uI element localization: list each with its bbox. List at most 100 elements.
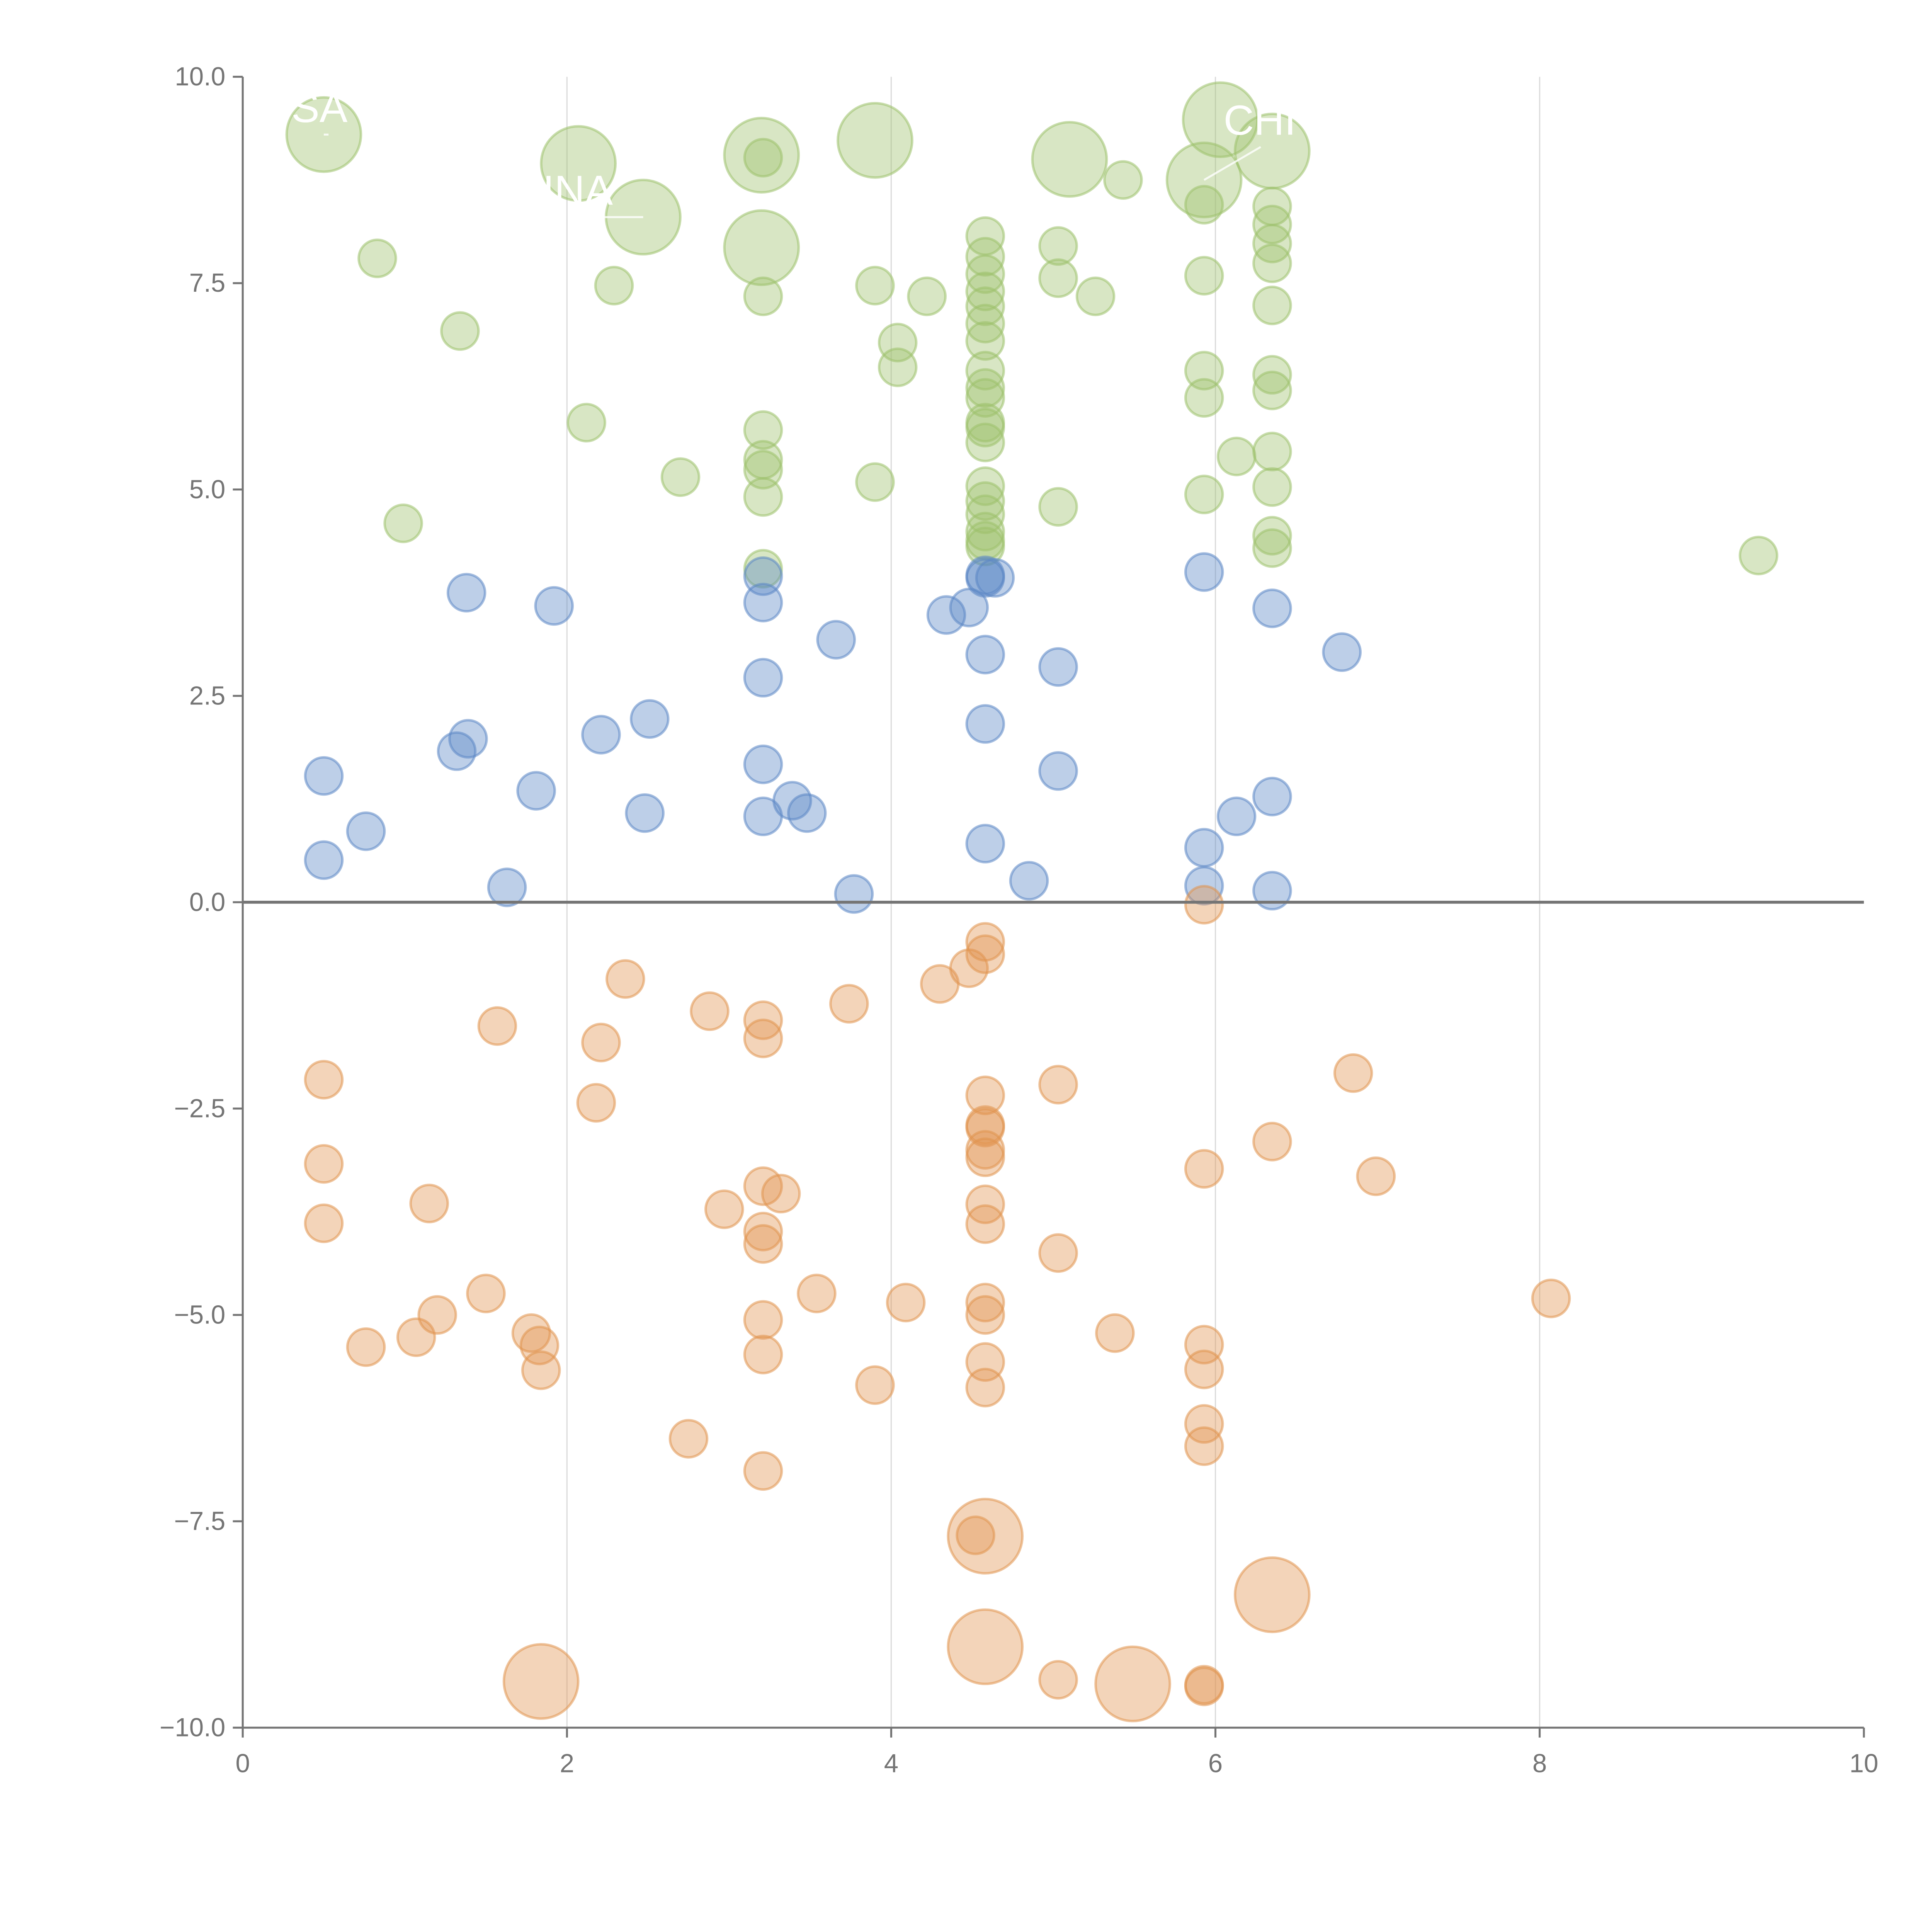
data-point-orange bbox=[304, 1060, 344, 1100]
data-point-blue bbox=[965, 558, 1005, 598]
data-point-orange bbox=[797, 1274, 837, 1313]
data-point-orange bbox=[1531, 1279, 1571, 1318]
data-point-orange bbox=[1038, 1233, 1078, 1273]
data-point-blue bbox=[1009, 861, 1049, 901]
data-point-green bbox=[1252, 467, 1292, 507]
data-point-orange bbox=[1184, 1149, 1224, 1189]
data-point-green bbox=[965, 304, 1005, 344]
y-tick-label: 10.0 bbox=[175, 62, 225, 91]
data-point-green bbox=[1184, 350, 1224, 391]
data-point-green bbox=[907, 276, 947, 316]
data-point-blue bbox=[1038, 751, 1078, 791]
data-point-orange bbox=[1356, 1156, 1396, 1196]
data-point-green bbox=[1103, 160, 1143, 200]
data-point-orange bbox=[829, 984, 869, 1024]
data-point-blue bbox=[1252, 588, 1292, 628]
x-tick-label: 0 bbox=[235, 1749, 250, 1778]
data-point-orange bbox=[1252, 1122, 1292, 1162]
data-point-green bbox=[743, 138, 783, 178]
data-point-green bbox=[1184, 185, 1224, 225]
data-point-green bbox=[1182, 81, 1259, 158]
data-point-green bbox=[1038, 226, 1078, 266]
annotations: SA INA CHI bbox=[291, 84, 1296, 218]
data-point-orange bbox=[1095, 1313, 1135, 1353]
data-point-orange bbox=[1038, 1660, 1078, 1700]
y-tick-label: 2.5 bbox=[189, 681, 226, 710]
data-point-blue bbox=[1252, 871, 1292, 911]
data-point-blue bbox=[1184, 828, 1224, 868]
data-point-green bbox=[965, 368, 1005, 408]
data-point-orange bbox=[304, 1203, 344, 1243]
data-point-blue bbox=[926, 595, 966, 635]
data-point-orange bbox=[409, 1184, 449, 1223]
data-point-orange bbox=[1094, 1645, 1171, 1723]
annotation-label: CHI bbox=[1223, 97, 1296, 144]
data-point-orange bbox=[743, 1300, 783, 1340]
data-point-blue bbox=[304, 756, 344, 796]
data-point-orange bbox=[704, 1189, 744, 1229]
data-point-orange bbox=[477, 1006, 517, 1046]
data-point-orange bbox=[965, 1137, 1005, 1177]
data-point-orange bbox=[502, 1643, 580, 1720]
data-point-orange bbox=[965, 1295, 1005, 1335]
data-point-green bbox=[965, 350, 1005, 391]
y-tick-label: 7.5 bbox=[189, 269, 226, 298]
annotation-label: SA bbox=[291, 84, 348, 131]
data-point-green bbox=[1252, 528, 1292, 568]
data-point-orange bbox=[965, 922, 1005, 962]
data-point-orange bbox=[346, 1327, 386, 1367]
data-point-orange bbox=[965, 1367, 1005, 1408]
data-point-blue bbox=[437, 731, 477, 771]
data-point-blue bbox=[743, 744, 783, 784]
data-point-orange bbox=[947, 1498, 1024, 1575]
data-point-green bbox=[743, 410, 783, 450]
data-point-orange bbox=[304, 1144, 344, 1184]
data-point-green bbox=[837, 102, 913, 179]
data-point-green bbox=[743, 450, 783, 490]
annotation-leader bbox=[1203, 146, 1261, 181]
data-point-green bbox=[1252, 243, 1292, 283]
data-point-green bbox=[1252, 432, 1292, 471]
data-point-orange bbox=[743, 1335, 783, 1374]
data-point-blue bbox=[1252, 777, 1292, 816]
data-point-orange bbox=[1184, 1349, 1224, 1389]
data-point-orange bbox=[965, 934, 1005, 974]
y-tick-label: −5.0 bbox=[174, 1300, 225, 1329]
data-point-green bbox=[965, 481, 1005, 521]
data-point-orange bbox=[743, 1212, 783, 1252]
data-point-orange bbox=[1333, 1053, 1373, 1093]
data-point-orange bbox=[965, 1204, 1005, 1244]
x-tick-label: 4 bbox=[884, 1749, 898, 1778]
data-point-orange bbox=[761, 1173, 801, 1214]
data-point-orange bbox=[1233, 1556, 1311, 1633]
data-point-green bbox=[743, 477, 783, 517]
data-point-green bbox=[566, 403, 606, 443]
data-point-green bbox=[965, 237, 1005, 277]
x-tick-label: 10 bbox=[1849, 1749, 1878, 1778]
data-point-blue bbox=[975, 558, 1015, 598]
data-point-blue bbox=[346, 811, 386, 851]
x-tick-label: 2 bbox=[560, 1749, 574, 1778]
data-point-blue bbox=[743, 658, 783, 698]
data-point-orange bbox=[965, 1075, 1005, 1116]
data-point-blue bbox=[965, 704, 1005, 744]
data-point-blue bbox=[834, 874, 874, 914]
x-tick-label: 8 bbox=[1532, 1749, 1547, 1778]
axes: 10.0 7.5 5.0 2.5 0.0 −2.5 −5.0 −7.5 −10.0 0 2 4 6 8 10 bbox=[160, 62, 1878, 1778]
data-point-blue bbox=[487, 867, 527, 907]
data-point-green bbox=[1184, 378, 1224, 418]
data-point-orange bbox=[576, 1083, 616, 1123]
data-point-orange bbox=[947, 1608, 1024, 1685]
data-point-blue bbox=[965, 823, 1005, 864]
data-point-green bbox=[1038, 487, 1078, 527]
data-point-green bbox=[357, 238, 397, 278]
data-point-green bbox=[383, 503, 423, 543]
data-point-orange bbox=[417, 1295, 457, 1335]
data-point-green bbox=[965, 254, 1005, 294]
data-point-green bbox=[1252, 355, 1292, 395]
data-point-green bbox=[540, 125, 617, 202]
data-point-blue bbox=[446, 573, 486, 613]
data-point-green bbox=[965, 512, 1005, 552]
data-point-green bbox=[723, 209, 800, 286]
data-point-orange bbox=[581, 1022, 621, 1063]
